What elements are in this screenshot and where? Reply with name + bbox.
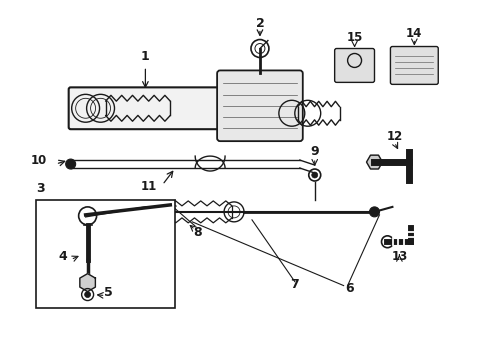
FancyBboxPatch shape [217, 71, 303, 141]
Text: 1: 1 [141, 50, 150, 63]
FancyBboxPatch shape [335, 49, 374, 82]
Text: 11: 11 [140, 180, 156, 193]
Text: 13: 13 [392, 250, 408, 263]
FancyBboxPatch shape [391, 46, 438, 84]
Polygon shape [80, 274, 96, 292]
Circle shape [66, 159, 75, 169]
Text: 5: 5 [104, 285, 113, 298]
Circle shape [312, 172, 318, 178]
Text: 15: 15 [346, 31, 363, 44]
Circle shape [85, 292, 91, 298]
Text: 7: 7 [291, 278, 299, 291]
Text: 6: 6 [345, 282, 354, 294]
Polygon shape [367, 155, 383, 169]
Text: 9: 9 [311, 145, 319, 158]
Text: 12: 12 [386, 130, 403, 143]
Bar [36, 200, 175, 307]
Text: 10: 10 [31, 154, 47, 167]
Text: 14: 14 [406, 27, 422, 40]
FancyBboxPatch shape [69, 87, 302, 129]
Text: 3: 3 [36, 182, 45, 195]
Text: 2: 2 [256, 17, 264, 30]
Circle shape [369, 207, 379, 217]
Text: 4: 4 [58, 250, 67, 263]
Text: 8: 8 [193, 226, 201, 239]
